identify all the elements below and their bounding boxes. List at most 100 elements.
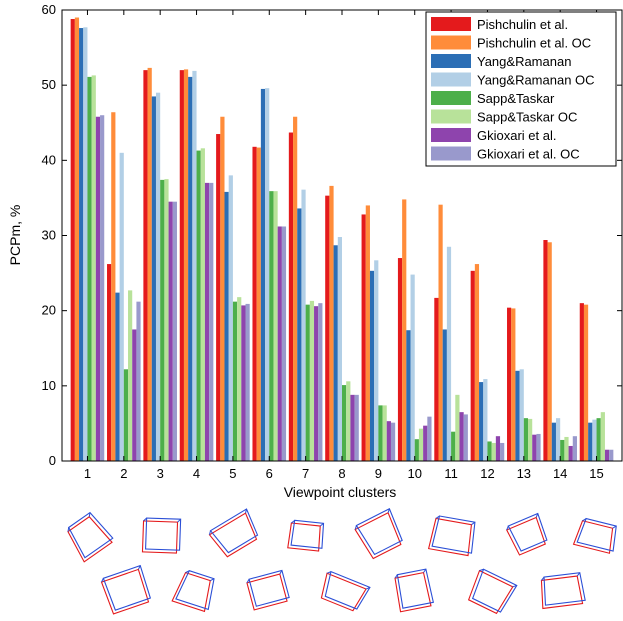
bar [192,70,197,461]
thumbnail-red-frame [141,520,179,554]
thumbnail-edge [101,578,104,583]
bar [107,264,112,461]
bar [609,449,614,461]
bar [216,134,221,461]
bar [438,204,443,461]
bar [74,17,80,462]
x-tick-label: 7 [302,466,309,481]
legend: Pishchulin et al. Pishchulin et al. OC Yan… [425,11,617,167]
series-6 [91,75,605,462]
bar [224,191,229,461]
thumbnail-red-frame [427,517,473,557]
bar [318,303,323,461]
bar [70,19,75,462]
bar [547,242,552,461]
bar [455,394,460,461]
legend-swatch [431,35,471,50]
bar [204,182,210,461]
thumbnail-red-frame [394,571,432,613]
thumbnail-edge [387,508,390,513]
x-tick-label: 14 [553,466,567,481]
x-tick-label: 1 [84,466,91,481]
thumbnail-edge [137,565,141,570]
thumbnail-blue-frame [543,572,586,606]
bar [281,226,287,461]
series-5 [87,76,601,462]
bar [536,433,541,461]
bar [423,425,428,461]
legend-label: Sapp&Taskar OC [477,110,577,125]
bar [168,201,173,461]
bar [179,70,184,461]
x-tick-label: 8 [338,466,345,481]
viewpoint-cluster-thumbnails [67,507,617,615]
thumbnail-blue-frame [102,564,152,611]
legend-swatch [431,54,471,68]
y-tick-label: 50 [42,77,56,92]
x-tick-label: 5 [229,466,236,481]
thumbnail-blue-frame [209,508,259,554]
bar [600,412,605,461]
thumbnail-edge [143,517,147,522]
bar [572,436,577,461]
bar [560,439,565,461]
thumbnail-edge [354,525,357,530]
thumbnail-edge [576,572,581,577]
bar [451,431,456,461]
bar [288,132,294,461]
bar [479,382,484,461]
bar [397,258,403,461]
thumbnail-edge [512,584,517,588]
thumbnail-red-frame [246,573,288,611]
thumbnail-red-frame [100,568,150,615]
series-2 [74,17,589,462]
bar [337,237,342,461]
legend-swatch [431,17,471,31]
bar [79,28,84,461]
bar [365,205,370,461]
bar [543,240,548,461]
cluster-thumbnail [246,569,290,611]
legend-swatch [431,128,471,142]
legend-swatch [431,91,471,105]
bar [128,290,133,461]
thumbnail-red-frame [467,569,514,615]
bar [369,270,375,461]
bar [555,418,561,461]
bar [301,189,306,461]
bar [293,116,298,462]
bar [111,112,116,461]
bar [228,175,233,461]
bar [374,260,379,461]
bar [164,179,169,462]
bar [487,441,492,461]
bar [151,96,156,461]
bar [361,214,366,461]
bar [147,67,152,461]
y-axis-title: PCPm, % [7,205,23,266]
legend-label: Gkioxari et al. OC [477,147,580,162]
thumbnail-blue-frame [67,511,114,559]
thumbnail-blue-frame [355,507,403,556]
bar [519,369,524,461]
bar [183,69,189,461]
thumbnail-blue-frame [396,568,435,609]
bar [588,422,593,461]
bar [123,369,129,461]
bar [592,419,597,461]
bar [265,88,270,462]
bar [500,442,505,461]
cluster-thumbnail [320,570,371,612]
thumbnail-edge [582,518,587,522]
bar [132,329,137,461]
bar [188,76,193,462]
bars-group [70,17,614,462]
cluster-thumbnail [354,507,403,560]
thumbnail-edge [210,578,215,582]
bar [241,305,246,461]
bar [378,405,383,461]
x-tick-label: 13 [517,466,531,481]
thumbnail-edge [479,568,484,572]
